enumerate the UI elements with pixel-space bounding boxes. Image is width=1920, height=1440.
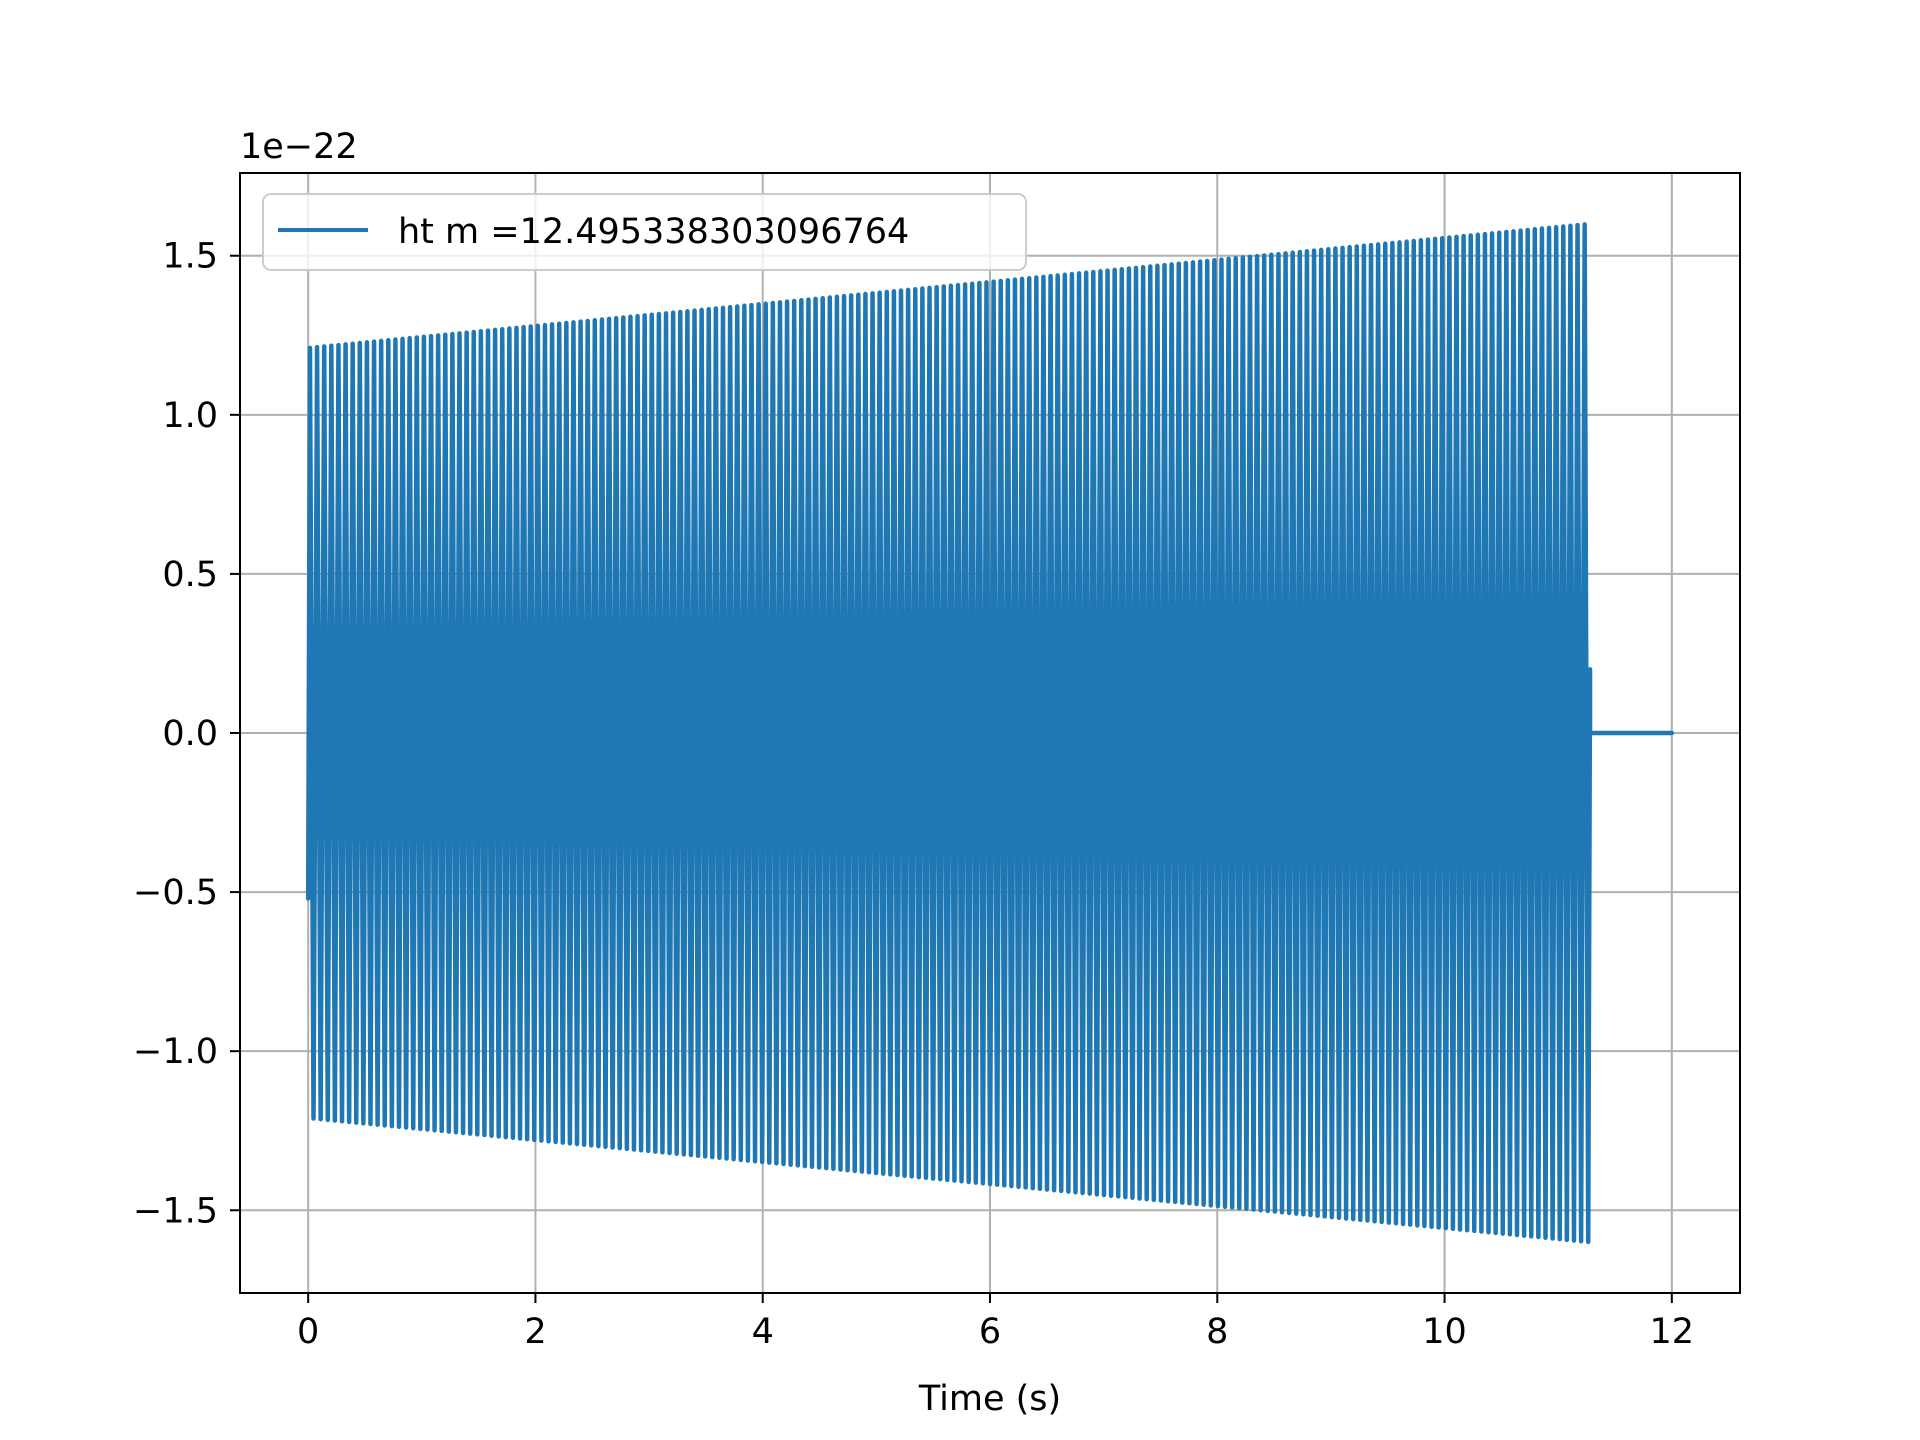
x-tick-label: 10	[1422, 1312, 1467, 1352]
y-tick-label: −1.0	[133, 1032, 218, 1072]
y-tick-label: 0.5	[162, 555, 218, 595]
y-tick-label: −1.5	[133, 1191, 218, 1231]
y-tick-label: 1.0	[162, 396, 218, 436]
y-tick-label: 0.0	[162, 714, 218, 754]
legend-entry-label: ht m =12.495338303096764	[398, 212, 909, 252]
x-tick-label: 6	[979, 1312, 1001, 1352]
x-tick-label: 2	[524, 1312, 546, 1352]
x-tick-label: 12	[1650, 1312, 1695, 1352]
x-axis-label: Time (s)	[918, 1379, 1061, 1419]
series-layer	[305, 222, 1675, 1245]
legend: ht m =12.495338303096764	[262, 193, 1027, 271]
x-tick-label: 4	[752, 1312, 774, 1352]
tick-marks	[230, 254, 1673, 1303]
y-offset-label: 1e−22	[240, 127, 358, 167]
x-tick-label: 0	[297, 1312, 319, 1352]
y-tick-label: 1.5	[162, 237, 218, 277]
plot-area	[230, 172, 1741, 1303]
x-tick-label: 8	[1206, 1312, 1228, 1352]
series-line	[305, 222, 1675, 1245]
y-tick-label: −0.5	[133, 873, 218, 913]
legend-box	[262, 193, 1027, 271]
